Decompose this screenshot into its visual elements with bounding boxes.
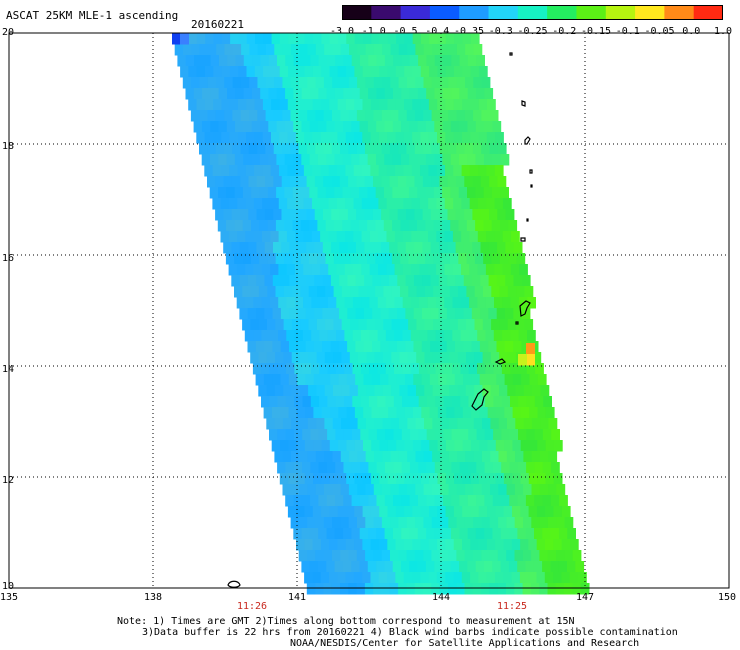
colorbar-swatch <box>488 5 519 20</box>
colorbar-swatch <box>605 5 636 20</box>
colorbar-label: -1.0 <box>361 26 386 37</box>
colorbar-label: -0.3 <box>488 26 513 37</box>
colorbar-label: -0.25 <box>517 26 548 37</box>
lon-tick: 147 <box>575 592 595 603</box>
colorbar-swatch <box>371 5 402 20</box>
colorbar-swatch <box>635 5 665 20</box>
lon-tick: 150 <box>717 592 737 603</box>
colorbar-label: -0.1 <box>615 26 640 37</box>
colorbar-label: -0.2 <box>552 26 577 37</box>
plot-date: 20160221 <box>191 18 244 31</box>
plot-title: ASCAT 25KM MLE-1 ascending <box>6 9 179 22</box>
colorbar-label: -0.4 <box>425 26 450 37</box>
lon-tick: 144 <box>431 592 451 603</box>
colorbar-swatch <box>517 5 548 20</box>
note-line-1: Note: 1) Times are GMT 2)Times along bot… <box>117 616 575 627</box>
lat-tick: 12 <box>2 475 15 486</box>
colorbar-label: -0.5 <box>393 26 418 37</box>
time-label: 11:26 <box>236 601 268 612</box>
lon-tick: 138 <box>143 592 163 603</box>
colorbar-swatch <box>547 5 578 20</box>
swath-cells <box>172 33 590 595</box>
map-frame <box>8 32 730 589</box>
lat-tick: 18 <box>2 141 15 152</box>
colorbar-swatch <box>429 5 460 20</box>
lon-tick: 141 <box>287 592 307 603</box>
colorbar-label: -0.05 <box>644 26 675 37</box>
colorbar-swatch <box>459 5 490 20</box>
note-line-2: 3)Data buffer is 22 hrs from 20160221 4)… <box>142 627 678 638</box>
colorbar-swatch <box>342 5 372 20</box>
graticule <box>9 33 729 588</box>
time-label: 11:25 <box>496 601 528 612</box>
colorbar-label: 0.0 <box>682 26 701 37</box>
colorbar-label: 1.0 <box>713 26 733 37</box>
lat-tick: 16 <box>2 253 15 264</box>
colorbar-swatch <box>576 5 607 20</box>
lon-tick: 135 <box>0 592 19 603</box>
colorbar-swatch <box>400 5 431 20</box>
colorbar-label: -3.0 <box>329 26 355 37</box>
colorbar <box>342 5 723 20</box>
colorbar-swatch <box>664 5 695 20</box>
colorbar-label: -0.35 <box>453 26 485 37</box>
coastlines <box>227 52 533 588</box>
lat-tick: 10 <box>2 581 15 592</box>
colorbar-swatch <box>693 5 723 20</box>
note-line-3: NOAA/NESDIS/Center for Satellite Applica… <box>290 638 640 649</box>
lat-tick: 20 <box>2 27 15 38</box>
lat-tick: 14 <box>2 364 15 375</box>
colorbar-label: -0.15 <box>580 26 612 37</box>
